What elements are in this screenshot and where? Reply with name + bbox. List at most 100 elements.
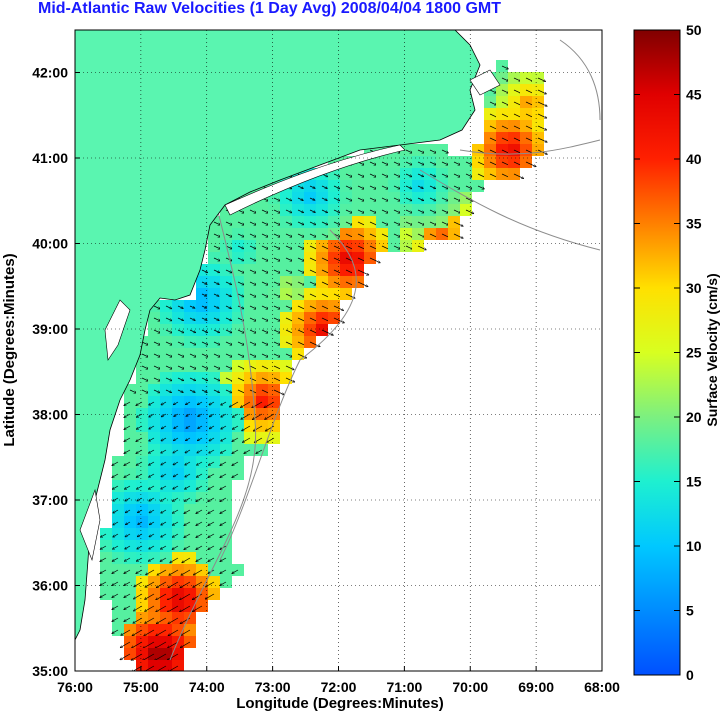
velocity-arrow — [197, 401, 203, 405]
velocity-arrow — [441, 173, 448, 177]
velocity-arrow — [237, 281, 244, 285]
velocity-arrow — [208, 485, 215, 489]
lat-tick-label: 40:00 — [32, 236, 68, 252]
velocity-arrow — [429, 221, 437, 225]
velocity-arrow — [132, 629, 143, 636]
velocity-arrow — [220, 449, 227, 453]
velocity-arrow — [186, 401, 191, 405]
velocity-arrow — [213, 221, 220, 225]
velocity-arrow — [261, 209, 268, 213]
velocity-arrow — [168, 617, 179, 624]
velocity-arrow — [232, 413, 239, 417]
velocity-arrow — [213, 377, 220, 381]
velocity-arrow — [417, 149, 424, 153]
velocity-arrow — [196, 485, 203, 489]
velocity-arrow — [165, 317, 172, 321]
velocity-arrow — [220, 473, 227, 477]
velocity-arrow — [185, 473, 191, 477]
velocity-arrow — [417, 173, 424, 177]
velocity-arrow — [273, 257, 280, 261]
velocity-arrow — [357, 269, 369, 275]
velocity-arrow — [297, 353, 307, 358]
velocity-arrow — [173, 437, 179, 441]
velocity-arrow — [221, 401, 227, 405]
velocity-arrow — [237, 257, 244, 261]
velocity-arrow — [124, 401, 131, 405]
velocity-arrow — [405, 209, 412, 213]
velocity-arrow — [252, 413, 263, 419]
velocity-arrow — [225, 233, 232, 237]
velocity-arrow — [201, 305, 207, 308]
velocity-arrow — [149, 437, 155, 441]
velocity-arrow — [112, 629, 119, 633]
velocity-arrow — [196, 545, 203, 549]
velocity-arrow — [221, 413, 227, 417]
velocity-arrow — [242, 425, 251, 431]
velocity-arrow — [153, 305, 160, 309]
velocity-arrow — [405, 221, 413, 225]
velocity-arrow — [213, 293, 219, 296]
velocity-arrow — [261, 293, 268, 297]
colorbar-tick-label: 35 — [686, 216, 702, 232]
velocity-arrow — [253, 425, 263, 431]
velocity-arrow — [124, 425, 131, 429]
colorbar-label: Surface Velocity (cm/s) — [704, 273, 720, 426]
velocity-arrow — [249, 317, 256, 321]
velocity-arrow — [209, 449, 215, 453]
velocity-arrow — [160, 557, 167, 561]
velocity-arrow — [120, 641, 131, 648]
velocity-arrow — [153, 341, 160, 345]
velocity-arrow — [156, 617, 167, 624]
velocity-arrow — [137, 509, 143, 513]
velocity-arrow — [489, 89, 496, 93]
velocity-arrow — [196, 533, 203, 537]
velocity-arrow — [309, 209, 315, 212]
velocity-arrow — [213, 245, 220, 249]
velocity-arrow — [513, 173, 524, 178]
lon-tick-label: 76:00 — [57, 679, 93, 695]
x-axis-label: Longitude (Degrees:Minutes) — [236, 695, 444, 712]
velocity-arrow — [273, 221, 280, 225]
velocity-arrow — [453, 221, 463, 226]
velocity-arrow — [333, 317, 344, 323]
cape-cod — [469, 69, 501, 96]
velocity-arrow — [285, 281, 293, 285]
velocity-arrow — [165, 389, 171, 393]
velocity-arrow — [120, 653, 131, 660]
velocity-arrow — [156, 605, 167, 612]
velocity-arrow — [220, 509, 227, 513]
velocity-arrow — [297, 221, 304, 225]
velocity-arrow — [129, 389, 136, 393]
velocity-arrow — [297, 185, 303, 188]
lon-tick-label: 71:00 — [386, 679, 422, 695]
velocity-arrow — [297, 257, 304, 261]
velocity-arrow — [161, 401, 167, 405]
velocity-arrow — [167, 593, 179, 600]
velocity-arrow — [249, 233, 256, 237]
velocity-arrow — [148, 485, 155, 489]
velocity-arrow — [220, 485, 227, 489]
velocity-arrow — [345, 221, 353, 225]
colorbar-tick-label: 20 — [686, 409, 702, 425]
velocity-arrow — [333, 305, 343, 310]
velocity-arrow — [189, 329, 196, 333]
velocity-arrow — [196, 509, 203, 513]
velocity-arrow — [273, 317, 280, 321]
velocity-arrow — [100, 581, 107, 585]
colorbar — [633, 29, 681, 676]
velocity-arrow — [429, 209, 436, 213]
velocity-arrow — [309, 221, 316, 225]
velocity-arrow — [180, 641, 191, 648]
velocity-arrow — [172, 545, 179, 549]
velocity-arrow — [285, 221, 292, 225]
velocity-arrow — [333, 209, 340, 213]
velocity-arrow — [465, 185, 472, 189]
velocity-arrow — [225, 341, 232, 345]
velocity-arrow — [153, 377, 160, 381]
velocity-arrow — [357, 173, 364, 177]
velocity-arrow — [261, 257, 268, 261]
velocity-arrow — [100, 593, 107, 597]
velocity-arrow — [165, 353, 172, 357]
lat-tick-label: 36:00 — [32, 578, 68, 594]
colorbar-ticks: 0 5 10 15 20 25 30 35 40 45 50 — [634, 22, 702, 683]
